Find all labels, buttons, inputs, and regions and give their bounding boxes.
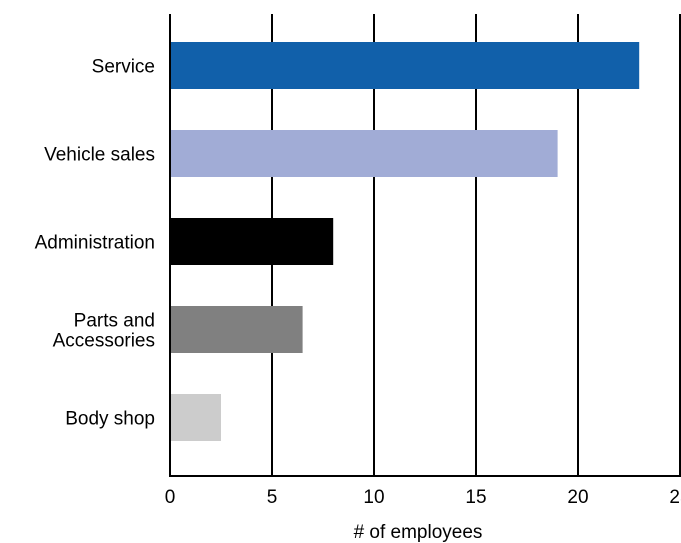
x-tick-label-5: 5 [267,487,278,508]
bar-parts-and-accessories [170,306,303,353]
category-label-parts-and-accessories: Parts and Accessories [53,311,155,352]
bar-vehicle-sales [170,130,558,177]
category-label-service: Service [92,57,155,78]
label-layer: 0 5 10 15 20 25 Service Vehicle sales Administra… [35,57,681,509]
x-tick-label-0: 0 [165,487,176,508]
category-label-body-shop: Body shop [65,409,155,430]
x-tick-label-20: 20 [567,487,588,508]
x-tick-label-15: 15 [465,487,486,508]
bar-service [170,42,640,89]
x-tick-label-25: 25 [669,487,681,508]
bar-administration [170,218,334,265]
grid-layer [271,14,681,476]
x-tick-label-10: 10 [363,487,384,508]
bar-body-shop [170,394,221,441]
category-label-administration: Administration [35,233,155,254]
x-axis-title: # of employees [354,522,483,543]
axis-layer [169,14,681,477]
bar-layer [170,42,640,441]
category-label-vehicle-sales: Vehicle sales [44,145,155,166]
